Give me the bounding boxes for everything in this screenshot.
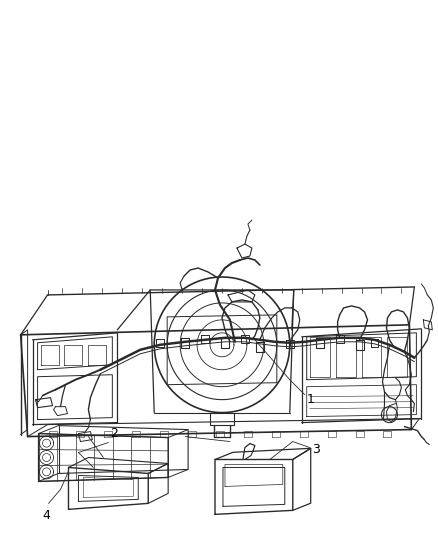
Text: 4: 4 (42, 510, 50, 522)
Text: 2: 2 (110, 426, 118, 440)
Text: 1: 1 (307, 393, 314, 406)
Text: 3: 3 (312, 443, 320, 456)
